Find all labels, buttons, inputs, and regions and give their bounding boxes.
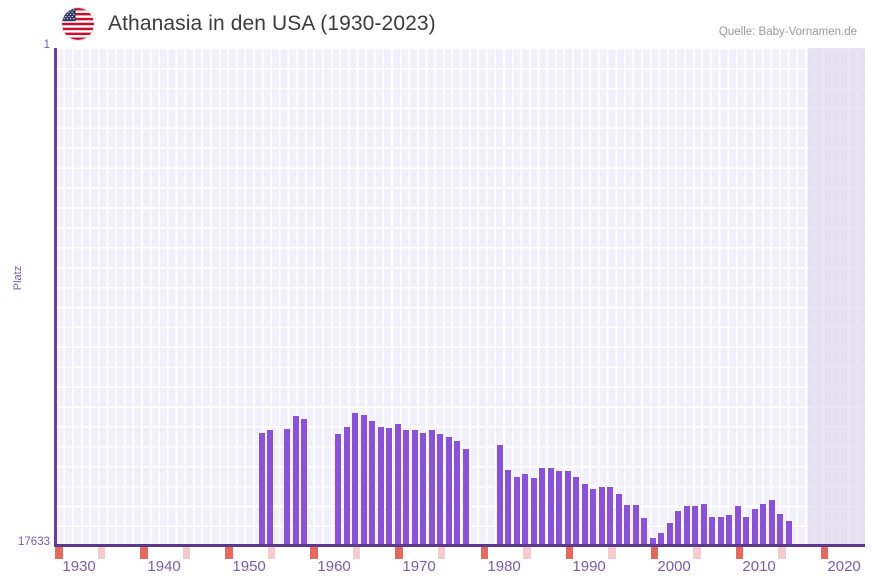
bar-1985 <box>462 449 469 545</box>
bar-2003 <box>615 494 622 545</box>
bar-1995 <box>547 468 554 545</box>
x-axis-label-1930: 1930 <box>62 558 96 575</box>
x-axis-line <box>54 544 865 547</box>
x-axis-label-2020: 2020 <box>827 558 861 575</box>
bar-1977 <box>394 424 401 545</box>
x-tick-1990 <box>565 547 574 559</box>
bar-2019 <box>751 509 758 545</box>
bar-1989 <box>496 445 503 545</box>
x-axis-label-1980: 1980 <box>487 558 521 575</box>
x-axis-label-2010: 2010 <box>742 558 776 575</box>
bar-1994 <box>539 468 546 545</box>
us-flag-icon <box>62 8 94 40</box>
x-axis-label-1940: 1940 <box>147 558 181 575</box>
bar-2018 <box>743 517 750 545</box>
bar-2013 <box>700 504 707 545</box>
chart-plot-area <box>55 48 865 545</box>
bar-1996 <box>556 471 563 545</box>
bar-2020 <box>760 504 767 545</box>
bar-1971 <box>343 427 350 545</box>
bar-2000 <box>590 489 597 545</box>
bar-1993 <box>530 478 537 545</box>
x-tick-1975 <box>437 547 446 559</box>
x-tick-1930 <box>55 547 63 559</box>
bar-2021 <box>768 500 775 545</box>
bar-2014 <box>709 517 716 545</box>
bar-1965 <box>292 416 299 545</box>
x-tick-1965 <box>352 547 361 559</box>
bar-1990 <box>505 470 512 545</box>
bar-1970 <box>335 434 342 545</box>
x-tick-1970 <box>395 547 403 559</box>
bar-2006 <box>641 518 648 545</box>
x-axis-label-1990: 1990 <box>572 558 606 575</box>
x-axis-label-1960: 1960 <box>317 558 351 575</box>
bar-2010 <box>675 511 682 545</box>
chart-header: Athanasia in den USA (1930-2023) Quelle:… <box>0 0 873 48</box>
x-axis-tick-marks <box>55 547 865 565</box>
bar-1975 <box>377 427 384 545</box>
bar-1973 <box>360 415 367 545</box>
bar-2023 <box>785 521 792 545</box>
bar-2004 <box>624 505 631 545</box>
bar-1972 <box>352 413 359 545</box>
x-tick-1985 <box>523 547 531 559</box>
bar-2012 <box>692 506 699 545</box>
bar-2002 <box>607 487 614 545</box>
bar-2017 <box>734 506 741 545</box>
bar-1982 <box>437 434 444 545</box>
x-axis-label-1970: 1970 <box>402 558 436 575</box>
x-tick-2020 <box>820 547 829 559</box>
bar-2022 <box>777 514 784 545</box>
bar-1991 <box>513 477 520 545</box>
y-axis-title: Platz <box>12 265 24 291</box>
x-axis-label-2000: 2000 <box>657 558 691 575</box>
bar-2015 <box>717 517 724 545</box>
page-title: Athanasia in den USA (1930-2023) <box>108 12 436 35</box>
bar-1979 <box>411 430 418 545</box>
bar-series <box>55 48 865 545</box>
x-tick-1945 <box>182 547 191 559</box>
bar-2009 <box>666 523 673 545</box>
y-axis-top-label: 1 <box>43 39 50 51</box>
x-tick-1995 <box>608 547 616 559</box>
bar-1961 <box>258 433 265 545</box>
bar-1962 <box>267 430 274 545</box>
bar-2011 <box>683 506 690 545</box>
x-tick-1955 <box>267 547 276 559</box>
bar-1997 <box>564 471 571 545</box>
x-tick-1935 <box>97 547 106 559</box>
bar-2005 <box>632 505 639 545</box>
y-axis-bottom-label: 17633 <box>18 536 50 548</box>
bar-1998 <box>573 477 580 545</box>
bar-2007 <box>649 538 656 545</box>
source-attribution: Quelle: Baby-Vornamen.de <box>718 26 857 38</box>
bar-1966 <box>301 419 308 545</box>
x-tick-1950 <box>225 547 233 559</box>
bar-1964 <box>284 429 291 545</box>
bar-2001 <box>598 487 605 545</box>
x-tick-2005 <box>693 547 701 559</box>
bar-1974 <box>369 421 376 545</box>
bar-1980 <box>420 433 427 545</box>
bar-1976 <box>386 428 393 545</box>
x-tick-2010 <box>735 547 744 559</box>
bar-1983 <box>445 437 452 545</box>
x-axis-label-1950: 1950 <box>232 558 266 575</box>
x-axis-tick-labels: 1930 1940 1950 1960 1970 1980 1990 2000 2010 2020 <box>55 558 865 584</box>
x-tick-2015 <box>778 547 786 559</box>
bar-1992 <box>522 474 529 545</box>
bar-1981 <box>428 430 435 545</box>
bar-2016 <box>726 515 733 545</box>
bar-1999 <box>581 484 588 545</box>
bar-1984 <box>454 441 461 545</box>
x-tick-1960 <box>310 547 318 559</box>
bar-2008 <box>658 533 665 545</box>
x-tick-1980 <box>480 547 488 559</box>
x-tick-1940 <box>140 547 148 559</box>
y-axis-line <box>54 48 57 546</box>
x-tick-2000 <box>650 547 659 559</box>
bar-1978 <box>403 430 410 545</box>
